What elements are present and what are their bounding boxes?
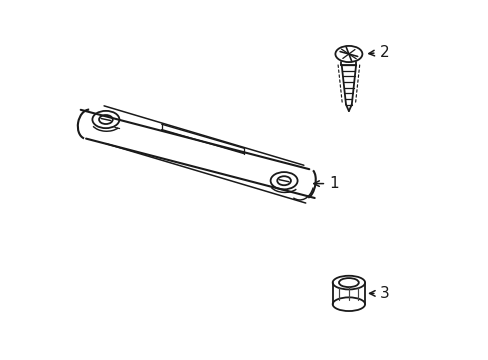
Text: 3: 3 (369, 286, 388, 301)
Text: 1: 1 (313, 176, 338, 191)
Text: 2: 2 (368, 45, 388, 60)
